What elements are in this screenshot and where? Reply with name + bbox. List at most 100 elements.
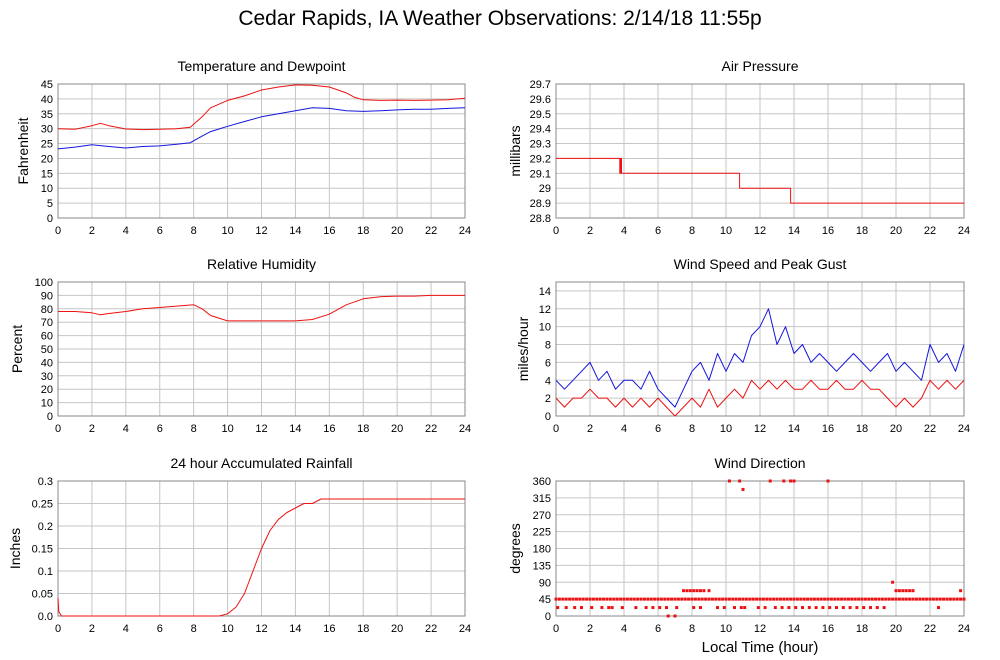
- data-point: [738, 597, 742, 601]
- data-point: [625, 597, 629, 601]
- y-tick-label: 14: [539, 286, 551, 298]
- x-tick-label: 24: [958, 225, 970, 237]
- data-point: [952, 597, 956, 601]
- x-tick-label: 8: [689, 423, 695, 435]
- x-tick-label: 12: [754, 623, 766, 635]
- data-point: [642, 597, 646, 601]
- series-line-0: [556, 157, 964, 204]
- data-point: [666, 597, 670, 601]
- chart-rainfall: 0 2 4 6 8 10 12 14 16 18 20 22 240.00.050.10.150.20.…: [7, 455, 471, 635]
- data-point: [634, 606, 638, 610]
- data-point: [612, 597, 616, 601]
- data-point: [653, 597, 657, 601]
- x-tick-label: 16: [323, 225, 335, 237]
- data-point: [581, 597, 585, 601]
- chart-humidity: 0 2 4 6 8 10 12 14 16 18 20 22 240102030405060708090…: [9, 256, 471, 435]
- y-tick-label: 0: [47, 411, 53, 423]
- y-tick-label: 0.1: [38, 566, 53, 578]
- x-tick-label: 2: [587, 225, 593, 237]
- data-point: [649, 597, 653, 601]
- data-point: [685, 589, 689, 593]
- data-point: [836, 597, 840, 601]
- y-tick-label: 8: [545, 340, 551, 352]
- data-point: [556, 606, 560, 610]
- data-point: [605, 597, 609, 601]
- x-tick-label: 8: [191, 623, 197, 635]
- data-point: [904, 597, 908, 601]
- x-tick-label: 6: [157, 423, 163, 435]
- data-point: [875, 606, 879, 610]
- y-tick-label: 20: [41, 384, 53, 396]
- data-point: [707, 597, 711, 601]
- x-tick-label: 18: [357, 423, 369, 435]
- data-point: [829, 597, 833, 601]
- x-tick-label: 2: [89, 225, 95, 237]
- x-tick-label: 24: [459, 623, 471, 635]
- data-point: [918, 597, 922, 601]
- x-tick-label: 8: [689, 225, 695, 237]
- data-point: [699, 589, 702, 593]
- y-tick-label: 10: [539, 322, 551, 334]
- data-point: [768, 597, 772, 601]
- data-point: [787, 606, 791, 610]
- series-line-0: [57, 84, 466, 131]
- y-tick-label: 12: [539, 304, 551, 316]
- data-point: [595, 597, 599, 601]
- x-tick-label: 6: [157, 623, 163, 635]
- data-point: [911, 589, 915, 593]
- data-point: [904, 589, 908, 593]
- data-point: [607, 606, 611, 610]
- chart-title: Temperature and Dewpoint: [177, 58, 345, 74]
- data-point: [840, 597, 844, 601]
- data-point: [615, 597, 619, 601]
- x-tick-label: 10: [221, 623, 233, 635]
- data-point: [925, 597, 929, 601]
- data-point: [702, 589, 706, 593]
- data-point: [843, 597, 847, 601]
- data-point: [591, 597, 595, 601]
- data-point: [801, 606, 804, 610]
- plot-frame: [57, 83, 466, 219]
- x-tick-label: 8: [689, 623, 695, 635]
- data-point: [658, 606, 662, 610]
- x-tick-label: 12: [754, 423, 766, 435]
- y-tick-label: 0: [545, 411, 551, 423]
- data-point: [688, 589, 692, 593]
- data-point: [775, 597, 779, 601]
- data-point: [675, 606, 679, 610]
- data-point: [846, 597, 850, 601]
- y-tick-label: 225: [533, 527, 551, 539]
- chart-title: 24 hour Accumulated Rainfall: [170, 455, 352, 471]
- data-point: [619, 597, 623, 601]
- data-point: [894, 589, 898, 593]
- chart-pressure: 0 2 4 6 8 10 12 14 16 18 20 22 2428.828.92929.129.22…: [507, 58, 970, 237]
- y-tick-label: 180: [533, 544, 551, 556]
- data-point: [795, 597, 799, 601]
- y-tick-label: 4: [545, 375, 551, 387]
- data-point: [665, 606, 668, 610]
- data-point: [676, 597, 680, 601]
- data-point: [707, 589, 711, 593]
- data-point: [724, 597, 728, 601]
- data-point: [756, 606, 760, 610]
- x-tick-label: 0: [55, 623, 61, 635]
- data-point: [697, 597, 701, 601]
- data-point: [710, 597, 714, 601]
- x-tick-label: 12: [255, 423, 267, 435]
- x-tick-label: 16: [323, 623, 335, 635]
- series-line-0: [57, 498, 465, 617]
- data-point: [877, 597, 881, 601]
- data-point: [755, 597, 759, 601]
- data-point: [806, 597, 810, 601]
- data-point: [780, 606, 784, 610]
- plot-frame: [555, 480, 965, 617]
- chart-title: Relative Humidity: [207, 256, 316, 272]
- data-point: [935, 597, 939, 601]
- data-point: [835, 606, 838, 610]
- x-tick-label: 8: [191, 225, 197, 237]
- y-tick-label: 90: [539, 577, 551, 589]
- chart-title: Wind Speed and Peak Gust: [674, 256, 847, 272]
- x-axis-label: Local Time (hour): [702, 639, 819, 656]
- data-point: [841, 606, 845, 610]
- chart-wind-direction: 0 2 4 6 8 10 12 14 16 18 20 22 240459013518022527031…: [507, 455, 970, 656]
